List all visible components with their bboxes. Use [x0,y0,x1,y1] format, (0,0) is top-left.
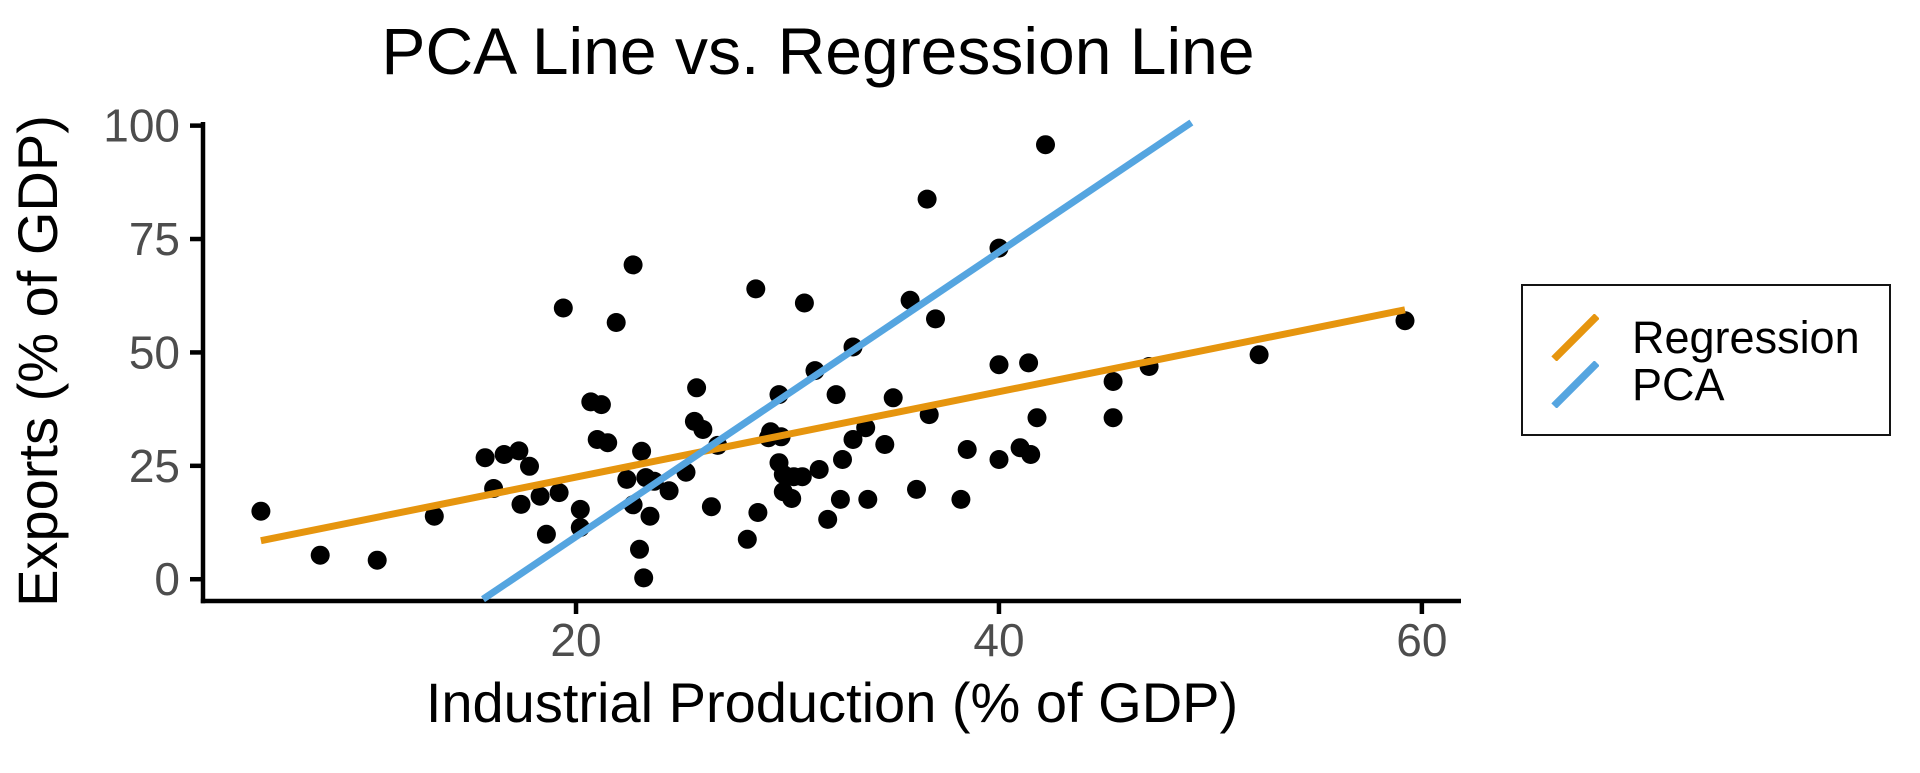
data-point [659,481,679,501]
data-point [367,550,387,570]
data-point [693,420,713,439]
data-point [617,469,637,489]
regression-key-line [1551,314,1599,361]
x-tick-label: 40 [973,614,1024,666]
y-tick-label: 50 [129,326,180,378]
y-tick-label: 100 [103,100,180,152]
data-point [553,298,573,318]
data-point [623,255,643,275]
data-point [782,489,802,508]
data-point [1019,353,1039,373]
chart-title: PCA Line vs. Regression Line [381,14,1254,88]
data-point [826,385,846,405]
data-point [701,497,721,517]
data-point [818,509,838,529]
data-point [843,430,863,449]
data-point [424,506,444,526]
data-point [748,503,768,522]
data-point [1021,445,1041,464]
regression-line [260,306,1406,545]
data-point [858,489,878,509]
data-point [494,445,514,464]
data-point [794,293,814,313]
data-point [1103,372,1123,391]
legend-item-regression: Regression [1551,314,1869,361]
data-point [598,433,618,453]
data-point [1027,408,1047,428]
data-point [917,189,937,209]
data-point [687,378,707,398]
data-point [883,388,903,408]
data-point [809,460,829,479]
y-tick-label: 25 [129,440,180,492]
data-point [875,435,895,454]
data-point [737,529,757,549]
y-axis-title: Exports (% of GDP) [6,115,69,607]
data-point [630,539,649,559]
plot-panel: 0 25 50 75 100 20 40 60 [103,100,1461,666]
data-point [632,441,652,461]
data-point [989,355,1009,375]
data-point [1103,408,1123,428]
data-point [511,494,531,514]
data-point [830,489,850,509]
data-point [570,499,590,519]
data-point [1249,345,1269,365]
regression-line-key-icon [1551,314,1599,361]
data-point [833,450,852,469]
data-point [907,479,926,499]
pca-line [481,119,1194,603]
data-point [530,486,550,506]
data-point [792,467,812,487]
data-point [746,279,766,299]
data-point [951,489,971,509]
data-point [606,313,626,332]
data-point [926,309,945,329]
y-tick-label: 75 [129,213,180,265]
x-axis-title: Industrial Production (% of GDP) [426,671,1238,734]
x-tick-label: 20 [550,614,601,666]
data-point [536,524,556,544]
legend-item-pca: PCA [1551,361,1869,408]
data-point [509,441,529,461]
data-point [310,545,330,565]
pca-line-key-icon [1551,361,1599,408]
legend: Regression PCA [1521,284,1891,436]
pca-key-line [1551,361,1599,408]
data-point [634,568,654,588]
data-point [1036,135,1055,155]
data-point [1395,311,1415,331]
data-point [475,448,495,468]
legend-label-regression: Regression [1632,312,1860,363]
data-point [520,456,539,476]
data-point [640,506,660,526]
data-point [989,450,1009,469]
y-tick-label: 0 [154,553,180,605]
data-point [251,501,271,521]
data-point [549,483,569,503]
legend-label-pca: PCA [1632,359,1725,410]
data-point [591,395,611,415]
data-point [957,440,977,459]
x-tick-label: 60 [1396,614,1447,666]
